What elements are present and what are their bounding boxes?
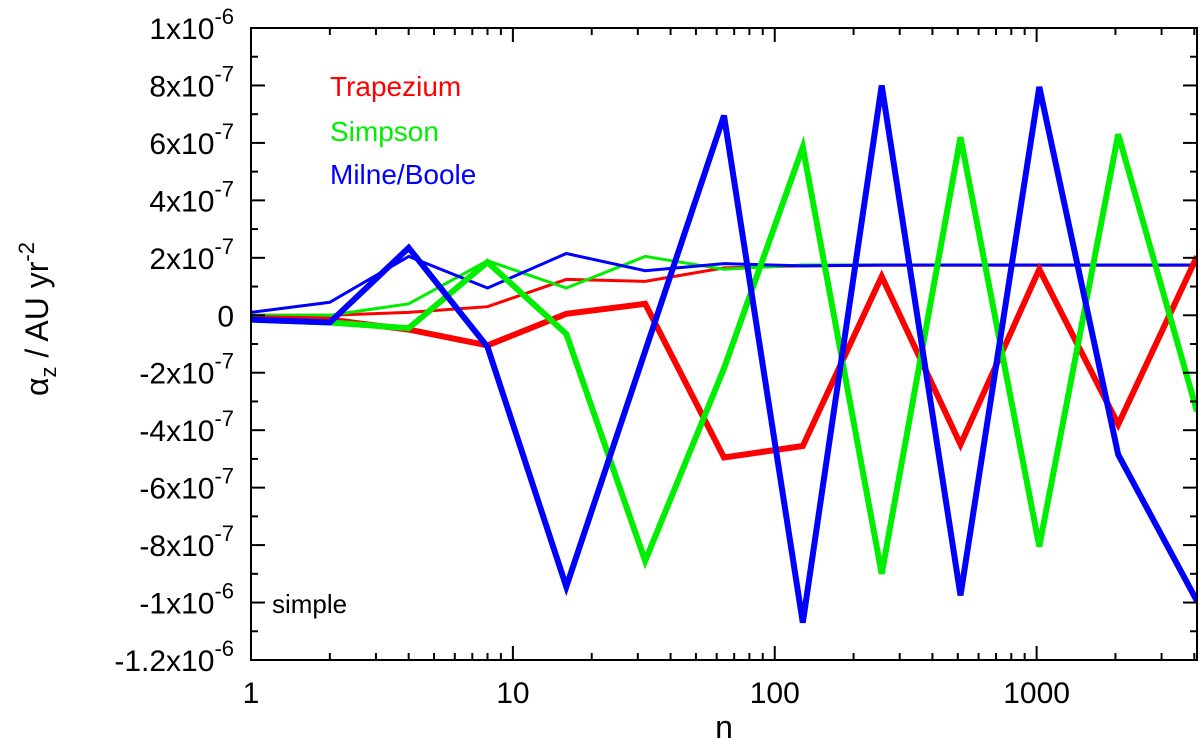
x-tick-label: 100 bbox=[750, 677, 800, 710]
legend-entry-milne-boole: Milne/Boole bbox=[330, 159, 476, 190]
y-tick-label: 8x10-7 bbox=[149, 61, 234, 103]
y-axis-label: αz / AU yr-2 bbox=[14, 242, 61, 396]
y-axis-units: / AU yr bbox=[19, 261, 55, 366]
y-axis-exponent: -2 bbox=[14, 242, 39, 262]
y-tick-label: -1.2x10-6 bbox=[114, 636, 234, 678]
y-axis-subscript: z bbox=[36, 366, 61, 377]
ticks-layer bbox=[250, 27, 1197, 661]
x-tick-label: 10 bbox=[496, 677, 529, 710]
series-line-simpson-thick bbox=[251, 133, 1197, 575]
y-tick-label: 4x10-7 bbox=[149, 176, 234, 218]
labels-layer: 1 10 100 1000 1x10-6 8x10-7 6x10-7 4x10-7 2x10-7… bbox=[114, 4, 1070, 710]
y-tick-label: -8x10-7 bbox=[139, 521, 234, 563]
y-tick-label: 2x10-7 bbox=[149, 234, 234, 276]
y-tick-label: 0 bbox=[217, 300, 234, 333]
series-layer bbox=[251, 85, 1197, 624]
y-tick-label: 1x10-6 bbox=[149, 4, 234, 46]
series-line-trapezium-thick bbox=[251, 255, 1197, 461]
legend-entry-trapezium: Trapezium bbox=[330, 71, 461, 102]
y-axis-symbol: α bbox=[19, 377, 55, 396]
annotation-text: simple bbox=[272, 589, 347, 619]
y-tick-label: -4x10-7 bbox=[139, 406, 234, 448]
x-axis-label: n bbox=[715, 709, 733, 738]
series-line-trapezium-thin bbox=[251, 263, 1197, 317]
legend-entry-simpson: Simpson bbox=[330, 116, 439, 147]
legend: Trapezium Simpson Milne/Boole bbox=[330, 71, 476, 190]
y-tick-label: -2x10-7 bbox=[139, 349, 234, 391]
y-tick-label: 6x10-7 bbox=[149, 119, 234, 161]
y-tick-label: -1x10-6 bbox=[139, 579, 234, 621]
x-tick-label: 1000 bbox=[1003, 677, 1070, 710]
y-tick-label: -6x10-7 bbox=[139, 464, 234, 506]
series-line-milne-boole-thick bbox=[251, 85, 1197, 624]
x-tick-label: 1 bbox=[243, 677, 260, 710]
